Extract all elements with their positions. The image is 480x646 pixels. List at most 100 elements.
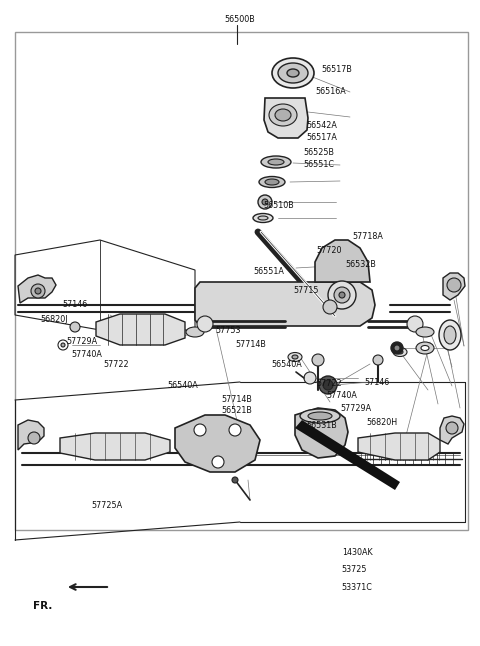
Text: 57722: 57722 [103, 360, 129, 370]
Circle shape [407, 316, 423, 332]
Polygon shape [440, 416, 464, 444]
Ellipse shape [444, 326, 456, 344]
Circle shape [440, 335, 450, 345]
Text: 56551C: 56551C [304, 160, 335, 169]
Ellipse shape [287, 69, 299, 77]
Text: 56540A: 56540A [271, 360, 302, 370]
Ellipse shape [416, 327, 434, 337]
Polygon shape [295, 408, 348, 458]
Circle shape [323, 380, 333, 390]
Circle shape [334, 287, 350, 303]
Text: 53371C: 53371C [342, 583, 372, 592]
Polygon shape [315, 240, 370, 282]
Circle shape [391, 342, 403, 354]
Polygon shape [358, 433, 440, 460]
Polygon shape [195, 282, 375, 326]
Text: 57753: 57753 [215, 326, 240, 335]
Polygon shape [175, 415, 260, 472]
Circle shape [304, 372, 316, 384]
Text: 57729A: 57729A [341, 404, 372, 413]
Ellipse shape [265, 179, 279, 185]
Circle shape [262, 199, 268, 205]
Polygon shape [443, 273, 465, 300]
Circle shape [319, 376, 337, 394]
Circle shape [31, 284, 45, 298]
Text: 57740A: 57740A [326, 391, 357, 401]
Ellipse shape [300, 409, 340, 423]
Text: 56500B: 56500B [225, 15, 255, 24]
Text: FR.: FR. [33, 601, 52, 611]
Circle shape [443, 338, 447, 342]
Circle shape [197, 316, 213, 332]
Text: 56820J: 56820J [41, 315, 68, 324]
Text: 56531B: 56531B [306, 421, 337, 430]
Ellipse shape [292, 355, 298, 359]
Polygon shape [264, 98, 308, 138]
Polygon shape [96, 314, 185, 345]
Circle shape [323, 300, 337, 314]
Text: 56517A: 56517A [306, 133, 337, 142]
Ellipse shape [268, 159, 284, 165]
Circle shape [28, 432, 40, 444]
Circle shape [258, 195, 272, 209]
Ellipse shape [275, 109, 291, 121]
Circle shape [312, 354, 324, 366]
Text: 56510B: 56510B [263, 201, 294, 210]
Ellipse shape [269, 104, 297, 126]
Circle shape [447, 278, 461, 292]
Polygon shape [18, 275, 56, 303]
Circle shape [194, 424, 206, 436]
Ellipse shape [308, 412, 332, 420]
Polygon shape [18, 420, 44, 450]
Text: 57729A: 57729A [66, 337, 97, 346]
Circle shape [339, 292, 345, 298]
Text: 57146: 57146 [365, 378, 390, 387]
Circle shape [229, 424, 241, 436]
Text: 56540A: 56540A [167, 381, 198, 390]
Text: 56551A: 56551A [253, 267, 284, 276]
Text: 57720: 57720 [317, 246, 342, 255]
Text: 56532B: 56532B [346, 260, 376, 269]
Ellipse shape [397, 350, 403, 354]
Ellipse shape [253, 213, 273, 222]
Text: 57725A: 57725A [91, 501, 122, 510]
Ellipse shape [272, 58, 314, 88]
Text: 57714B: 57714B [222, 395, 252, 404]
Circle shape [446, 422, 458, 434]
Text: 57714B: 57714B [235, 340, 266, 349]
Text: 56525B: 56525B [304, 148, 335, 157]
Text: 57722: 57722 [317, 379, 342, 388]
Circle shape [232, 477, 238, 483]
Circle shape [70, 322, 80, 332]
Text: 1430AK: 1430AK [342, 548, 372, 557]
Circle shape [212, 456, 224, 468]
Circle shape [35, 288, 41, 294]
Text: 56542A: 56542A [306, 121, 337, 130]
Ellipse shape [258, 216, 268, 220]
Circle shape [328, 281, 356, 309]
Ellipse shape [439, 320, 461, 350]
Text: 56517B: 56517B [322, 65, 352, 74]
Polygon shape [60, 433, 170, 460]
Circle shape [373, 355, 383, 365]
Circle shape [394, 345, 400, 351]
Ellipse shape [278, 63, 308, 83]
Polygon shape [295, 420, 400, 490]
Ellipse shape [288, 353, 302, 362]
Ellipse shape [259, 176, 285, 187]
Text: 56521B: 56521B [222, 406, 252, 415]
Text: 57715: 57715 [294, 286, 319, 295]
Ellipse shape [186, 327, 204, 337]
Text: 57718A: 57718A [353, 232, 384, 241]
Text: 57146: 57146 [62, 300, 88, 309]
Ellipse shape [421, 346, 429, 351]
Text: 56516A: 56516A [316, 87, 347, 96]
Ellipse shape [416, 342, 434, 354]
Ellipse shape [261, 156, 291, 168]
Ellipse shape [393, 348, 407, 357]
Circle shape [58, 340, 68, 350]
Text: 53725: 53725 [342, 565, 367, 574]
Text: 57740A: 57740A [71, 349, 102, 359]
Text: 56820H: 56820H [367, 418, 398, 427]
Circle shape [61, 343, 65, 347]
